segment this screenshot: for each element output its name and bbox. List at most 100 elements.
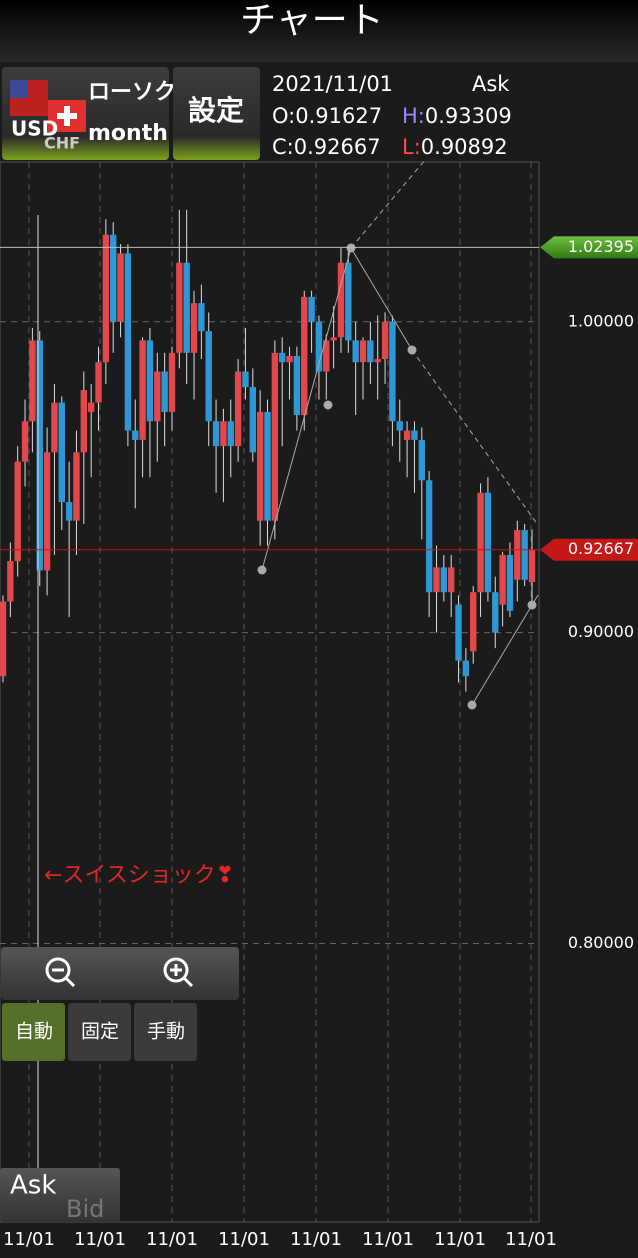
candle-body bbox=[58, 402, 65, 503]
plot-frame bbox=[0, 161, 540, 1223]
candle-body bbox=[447, 567, 455, 593]
candle-body bbox=[212, 421, 220, 447]
candle-body bbox=[477, 492, 484, 593]
candle-body bbox=[521, 530, 528, 580]
header-bar bbox=[0, 0, 638, 62]
candle-body bbox=[117, 253, 124, 322]
candle-body bbox=[87, 402, 95, 412]
high-tag bbox=[540, 236, 638, 259]
candle-body bbox=[418, 439, 425, 481]
candle-body bbox=[21, 421, 29, 462]
candle-body bbox=[36, 340, 43, 571]
x-tick-label: 11/01 bbox=[290, 1229, 342, 1250]
high-value: 0.93309 bbox=[425, 104, 512, 128]
candle-body bbox=[7, 561, 14, 602]
candle-body bbox=[65, 502, 73, 521]
trend-point bbox=[346, 243, 356, 253]
ask-bid-toggle[interactable] bbox=[0, 1168, 120, 1222]
candle-body bbox=[234, 371, 242, 447]
candle-body bbox=[293, 355, 301, 416]
candle-body bbox=[256, 411, 264, 521]
open-label: O:0.91627 bbox=[272, 104, 382, 128]
x-tick-label: 11/01 bbox=[218, 1229, 270, 1250]
candle-body bbox=[132, 430, 139, 440]
candle-body bbox=[161, 371, 168, 412]
candle-body bbox=[499, 554, 506, 605]
candle-body bbox=[315, 321, 323, 372]
low-value: 0.90892 bbox=[421, 135, 508, 159]
mode-label: 手動 bbox=[147, 1021, 185, 1043]
annotation: ←スイスショック❣ bbox=[44, 863, 234, 888]
quote-currency: CHF bbox=[44, 134, 80, 153]
high-label: 1.02395 bbox=[568, 237, 634, 256]
trend-point bbox=[407, 345, 417, 355]
candle-body bbox=[367, 340, 374, 363]
base-currency: USD bbox=[11, 117, 58, 141]
candle-body bbox=[308, 296, 315, 322]
x-tick-label: 11/01 bbox=[3, 1229, 55, 1250]
info-side: Ask bbox=[472, 72, 510, 96]
settings-label: 設定 bbox=[188, 94, 244, 127]
candle-body bbox=[242, 371, 249, 388]
candle-body bbox=[264, 411, 271, 521]
candle-body bbox=[176, 262, 183, 353]
candle-body bbox=[43, 452, 51, 571]
us-flag-canton bbox=[10, 80, 28, 98]
candle-body bbox=[0, 601, 7, 677]
trend-line-extension bbox=[350, 159, 426, 249]
candle-body bbox=[433, 567, 440, 593]
candle-body bbox=[411, 430, 418, 440]
open-key: O: bbox=[272, 104, 295, 128]
mode-button[interactable] bbox=[2, 1003, 65, 1061]
mode-button[interactable] bbox=[134, 1003, 197, 1061]
candle-body bbox=[484, 492, 492, 593]
candle-body bbox=[330, 337, 337, 341]
trend-point bbox=[527, 600, 537, 610]
candle-body bbox=[345, 262, 352, 341]
trend-line bbox=[471, 594, 539, 706]
high-label: H:0.93309 bbox=[402, 104, 512, 128]
trend-line bbox=[350, 247, 413, 351]
candle-body bbox=[102, 234, 110, 363]
candle-body bbox=[146, 340, 154, 422]
candle-body bbox=[110, 234, 117, 322]
candle-body bbox=[492, 592, 499, 633]
zoom-out[interactable] bbox=[45, 957, 71, 983]
zoom-bar bbox=[1, 947, 239, 1000]
candle-body bbox=[286, 355, 293, 363]
x-tick-label: 11/01 bbox=[74, 1229, 126, 1250]
candle-body bbox=[139, 340, 146, 440]
chart-kind: ローソク bbox=[88, 80, 176, 105]
close-label: C:0.92667 bbox=[272, 135, 381, 159]
trend-point bbox=[323, 400, 333, 410]
x-tick-label: 11/01 bbox=[362, 1229, 414, 1250]
candle-body bbox=[198, 303, 205, 332]
candle-body bbox=[470, 592, 477, 652]
open-value: 0.91627 bbox=[295, 104, 382, 128]
candle-body bbox=[124, 253, 132, 431]
settings-button[interactable] bbox=[173, 67, 260, 160]
candle-body bbox=[425, 480, 433, 593]
candle-body bbox=[528, 549, 536, 583]
trend-point bbox=[467, 700, 477, 710]
candle-body bbox=[389, 321, 396, 422]
candle-body bbox=[183, 262, 190, 353]
candle-body bbox=[190, 303, 198, 353]
high-key: H: bbox=[402, 104, 425, 128]
candle-body bbox=[95, 362, 102, 403]
candle-body bbox=[168, 352, 176, 412]
candle-body bbox=[440, 567, 448, 593]
y-tick-label: 1.00000 bbox=[568, 311, 634, 330]
candle-body bbox=[352, 340, 359, 363]
info-date: 2021/11/01 bbox=[272, 72, 393, 96]
candle-body bbox=[51, 402, 58, 453]
low-key: L: bbox=[402, 135, 421, 159]
trend-point bbox=[257, 565, 267, 575]
candle-body bbox=[220, 421, 227, 447]
candle-body bbox=[396, 421, 403, 431]
zoom-in[interactable] bbox=[163, 957, 189, 983]
mode-button[interactable] bbox=[68, 1003, 131, 1061]
candle-body bbox=[154, 371, 161, 422]
